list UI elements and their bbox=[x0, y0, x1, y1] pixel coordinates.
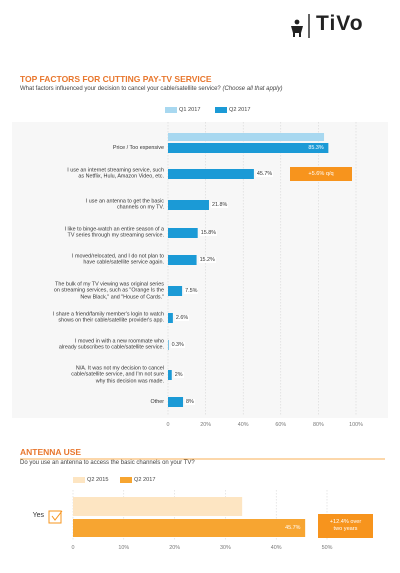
value-label: 7.5% bbox=[184, 288, 199, 294]
bar bbox=[168, 340, 169, 350]
legend-swatch bbox=[120, 477, 132, 483]
category-label: Other bbox=[150, 398, 164, 405]
x-tick-label: 10% bbox=[118, 545, 130, 551]
value-label: 21.8% bbox=[210, 202, 229, 208]
category-label: Yes bbox=[32, 511, 44, 519]
bar bbox=[168, 313, 173, 323]
x-tick-label: 0 bbox=[166, 422, 170, 428]
bar bbox=[168, 200, 209, 210]
x-tick-label: 20% bbox=[200, 422, 211, 428]
legend-swatch bbox=[73, 477, 85, 483]
bar bbox=[168, 286, 183, 296]
x-tick-label: 30% bbox=[219, 545, 231, 551]
logo-icon bbox=[291, 19, 303, 37]
category-label: I share a friend/family member's login t… bbox=[53, 311, 164, 324]
value-label: 45.7% bbox=[285, 525, 301, 531]
chart-subtitle: What factors influenced your decision to… bbox=[20, 86, 283, 92]
bar bbox=[168, 133, 325, 141]
legend-swatch bbox=[215, 107, 227, 113]
legend-label: Q2 2017 bbox=[134, 476, 156, 483]
bar bbox=[168, 255, 197, 265]
value-label: 2.6% bbox=[174, 315, 190, 321]
x-tick-label: 20% bbox=[169, 545, 180, 551]
value-label: 8% bbox=[185, 399, 195, 405]
category-label: I moved in with a new roommate who alrea… bbox=[58, 338, 164, 351]
category-label: The bulk of my TV viewing was original s… bbox=[53, 281, 164, 301]
value-label: 2% bbox=[173, 372, 184, 378]
legend-label: Q2 2015 bbox=[87, 476, 109, 483]
annotation: +5.6% q/q bbox=[290, 167, 352, 181]
chart-subtitle: Do you use an antenna to access the basi… bbox=[20, 460, 195, 466]
subtitle-note: (Choose all that apply) bbox=[222, 86, 283, 92]
logo-text: TiVo bbox=[316, 12, 364, 35]
bar bbox=[73, 497, 243, 516]
legend-label: Q2 2017 bbox=[229, 106, 251, 113]
category-label: I use an internet streaming service, suc… bbox=[67, 167, 164, 180]
value-label: 85.3% bbox=[308, 145, 324, 151]
value-label: 15.2% bbox=[198, 257, 216, 263]
x-tick-label: 100% bbox=[349, 422, 363, 428]
category-label: N/A. It was not my decision to cancel ca… bbox=[71, 365, 164, 385]
value-label: 15.8% bbox=[199, 230, 217, 236]
chart-title: ANTENNA USE bbox=[20, 447, 82, 457]
x-tick-label: 40% bbox=[237, 422, 249, 428]
chart-title: TOP FACTORS FOR CUTTING PAY-TV SERVICE bbox=[20, 74, 212, 84]
bar bbox=[168, 397, 184, 407]
category-label: I use an antenna to get the basic channe… bbox=[85, 198, 164, 211]
category-label: I moved/relocated, and I do not plan to … bbox=[71, 253, 164, 266]
check-icon bbox=[48, 510, 63, 524]
bar bbox=[168, 143, 329, 153]
bar bbox=[168, 370, 172, 380]
category-label: I like to binge-watch an entire season o… bbox=[64, 226, 165, 239]
x-tick-label: 0 bbox=[71, 545, 75, 551]
category-label: Price / Too expensive bbox=[112, 144, 164, 151]
bar bbox=[168, 228, 198, 238]
subtitle-text: What factors influenced your decision to… bbox=[20, 86, 221, 92]
x-tick-label: 50% bbox=[321, 545, 333, 551]
legend-swatch bbox=[165, 107, 177, 113]
x-tick-label: 80% bbox=[312, 422, 324, 428]
value-label: 0.3% bbox=[170, 342, 185, 348]
bar bbox=[73, 519, 306, 537]
x-tick-label: 60% bbox=[275, 422, 287, 428]
bar bbox=[168, 169, 254, 179]
legend-label: Q1 2017 bbox=[179, 106, 201, 113]
annotation: +12.4% over two years bbox=[318, 514, 373, 538]
x-tick-label: 40% bbox=[270, 545, 282, 551]
value-label: 45.7% bbox=[255, 171, 274, 177]
